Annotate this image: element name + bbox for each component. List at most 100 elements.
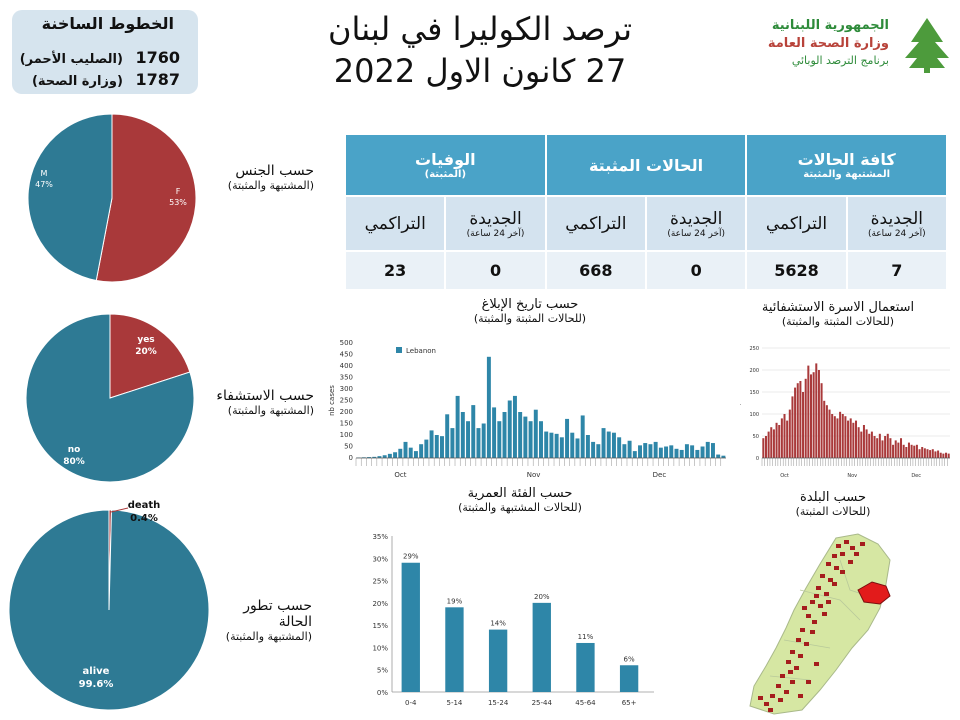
hotline-label-redcross: (الصليب الأحمر) — [19, 52, 123, 67]
bar — [947, 453, 950, 458]
map-case-marker — [834, 566, 839, 570]
bar — [658, 447, 663, 458]
pie-slice-F — [95, 113, 197, 283]
map-case-marker — [796, 638, 801, 642]
value-conf-new: 0 — [645, 250, 748, 291]
bar — [445, 414, 450, 458]
bar — [945, 452, 948, 458]
bar — [825, 405, 828, 458]
map-case-marker — [816, 586, 821, 590]
map-case-marker — [798, 694, 803, 698]
y-axis-label: nb occupied beds — [740, 381, 742, 425]
map-case-marker — [826, 562, 831, 566]
bar — [823, 400, 826, 458]
map-case-marker — [764, 702, 769, 706]
pie-label-alive: alive — [83, 666, 110, 677]
bar — [684, 444, 689, 458]
bar — [817, 370, 820, 458]
bar — [910, 444, 913, 458]
hotline-number-moh: 1787 — [135, 70, 180, 89]
ministry-logo: الجمهورية اللبنانية وزارة الصحة العامة ب… — [745, 16, 955, 74]
hotline-number-redcross: 1760 — [135, 48, 180, 67]
age-bar-0-4 — [401, 562, 420, 692]
map-case-marker — [768, 708, 773, 712]
y-tick-label: 200 — [340, 408, 353, 416]
bar — [799, 381, 802, 458]
bar — [476, 428, 481, 458]
pie-label-yes: yes — [137, 335, 154, 345]
bar — [627, 440, 632, 458]
y-axis-label: nb cases — [328, 385, 336, 416]
bar — [710, 443, 715, 458]
town-title: حسب البلدة — [800, 490, 866, 505]
age-bar-data-label: 6% — [624, 655, 635, 663]
bar — [471, 405, 476, 458]
bar — [497, 421, 502, 458]
y-tick-label: 450 — [340, 351, 353, 359]
bar — [894, 440, 897, 458]
bar — [523, 416, 528, 458]
age-bar-chart: 0% 5% 10% 15% 20% 25% 30% 35% 29% 0-4 19% 5-14 14% 15… — [372, 533, 654, 707]
hospital-sub: (المشتبهة والمثبتة) — [227, 404, 314, 417]
y-tick-label: 10% — [372, 644, 388, 652]
map-case-marker — [828, 578, 833, 582]
bar — [617, 437, 622, 458]
bar — [591, 441, 596, 458]
month-label: Oct — [394, 471, 406, 479]
y-tick-label: 150 — [340, 420, 353, 428]
y-tick-label: 350 — [340, 374, 353, 382]
outcome-sub: (المشتبهة والمثبتة) — [225, 630, 312, 643]
bar — [926, 449, 929, 458]
bar — [387, 453, 392, 458]
bar — [852, 422, 855, 458]
bar — [648, 444, 653, 458]
bar — [695, 449, 700, 458]
bar — [865, 429, 868, 458]
report-date-bar-chart: 0 50 100 150 200 250 300 350 400 450 500 Oct Nov Dec n… — [328, 339, 726, 479]
bar — [585, 435, 590, 458]
summary-header-row: كافة الحالات المشتبهة والمثبتة الحالات ا… — [344, 133, 948, 197]
age-bar-data-label: 19% — [447, 597, 463, 605]
age-category-label: 65+ — [622, 699, 637, 707]
col-cum-label: التراكمي — [565, 213, 627, 234]
value-death-cum: 23 — [343, 250, 447, 291]
legend-label: Lebanon — [406, 347, 436, 355]
page-title-line1: ترصد الكوليرا في لبنان — [327, 10, 633, 48]
bar — [923, 448, 926, 458]
bar — [664, 446, 669, 458]
bar — [931, 449, 934, 458]
bar — [886, 433, 889, 458]
pie-value-yes: 20% — [135, 347, 157, 357]
bar — [796, 383, 799, 458]
col-new-label: الجديدة — [669, 208, 723, 229]
map-case-marker — [770, 694, 775, 698]
y-tick-label: 50 — [753, 434, 759, 440]
bar — [403, 441, 408, 458]
y-tick-label: 300 — [340, 385, 353, 393]
bar — [653, 441, 658, 458]
bar — [942, 453, 945, 458]
bar — [849, 418, 852, 458]
bar — [841, 414, 844, 458]
bar — [767, 431, 770, 458]
outcome-section-label: حسب تطور الحالة (المشتبهة والمثبتة) — [226, 598, 312, 643]
y-tick-label: 20% — [372, 600, 388, 608]
y-tick-label: 25% — [372, 578, 388, 586]
bar — [807, 365, 810, 458]
col-death-cum: التراكمي — [343, 195, 447, 252]
bar — [804, 378, 807, 458]
map-case-marker — [810, 600, 815, 604]
y-tick-label: 35% — [372, 533, 388, 541]
bar — [939, 452, 942, 458]
bar — [611, 432, 616, 458]
bar — [794, 387, 797, 458]
page-title-date: 27 كانون الاول 2022 — [333, 52, 627, 90]
map-case-marker — [814, 594, 819, 598]
map-case-marker — [788, 670, 793, 674]
pie-slice-alive — [8, 509, 210, 710]
bar — [902, 444, 905, 458]
col-conf-cum: التراكمي — [544, 195, 648, 252]
age-bar-data-label: 14% — [490, 620, 506, 628]
bar — [372, 456, 377, 458]
pie-value-F: 53% — [169, 198, 187, 207]
